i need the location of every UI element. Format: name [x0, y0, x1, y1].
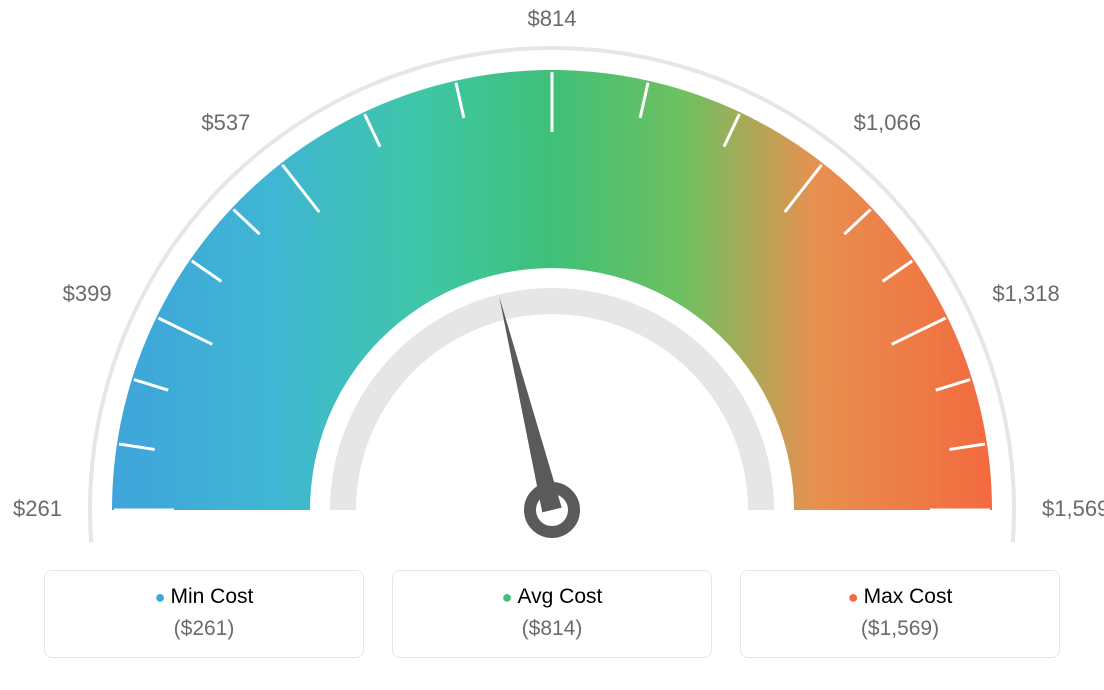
legend-card-avg: Avg Cost ($814) — [392, 570, 712, 658]
legend-avg-title: Avg Cost — [403, 585, 701, 609]
legend-max-value: ($1,569) — [751, 617, 1049, 641]
gauge-tick-label: $814 — [528, 6, 577, 31]
legend-card-max: Max Cost ($1,569) — [740, 570, 1060, 658]
gauge-tick-label: $1,066 — [854, 110, 921, 135]
gauge-tick-label: $1,569 — [1042, 496, 1104, 521]
cost-gauge: $261 $399 $537 $814 $1,066 $1,318 $1,569 — [0, 0, 1104, 560]
gauge-tick-label: $537 — [201, 110, 250, 135]
legend-max-title: Max Cost — [751, 585, 1049, 609]
legend-min-title: Min Cost — [55, 585, 353, 609]
gauge-tick-label: $1,318 — [992, 281, 1059, 306]
gauge-svg: $261 $399 $537 $814 $1,066 $1,318 $1,569 — [0, 0, 1104, 560]
gauge-tick-label: $399 — [63, 281, 112, 306]
gauge-tick-label: $261 — [13, 496, 62, 521]
legend-min-value: ($261) — [55, 617, 353, 641]
gauge-needle — [499, 296, 562, 512]
legend-card-min: Min Cost ($261) — [44, 570, 364, 658]
legend-avg-value: ($814) — [403, 617, 701, 641]
legend-row: Min Cost ($261) Avg Cost ($814) Max Cost… — [0, 570, 1104, 658]
